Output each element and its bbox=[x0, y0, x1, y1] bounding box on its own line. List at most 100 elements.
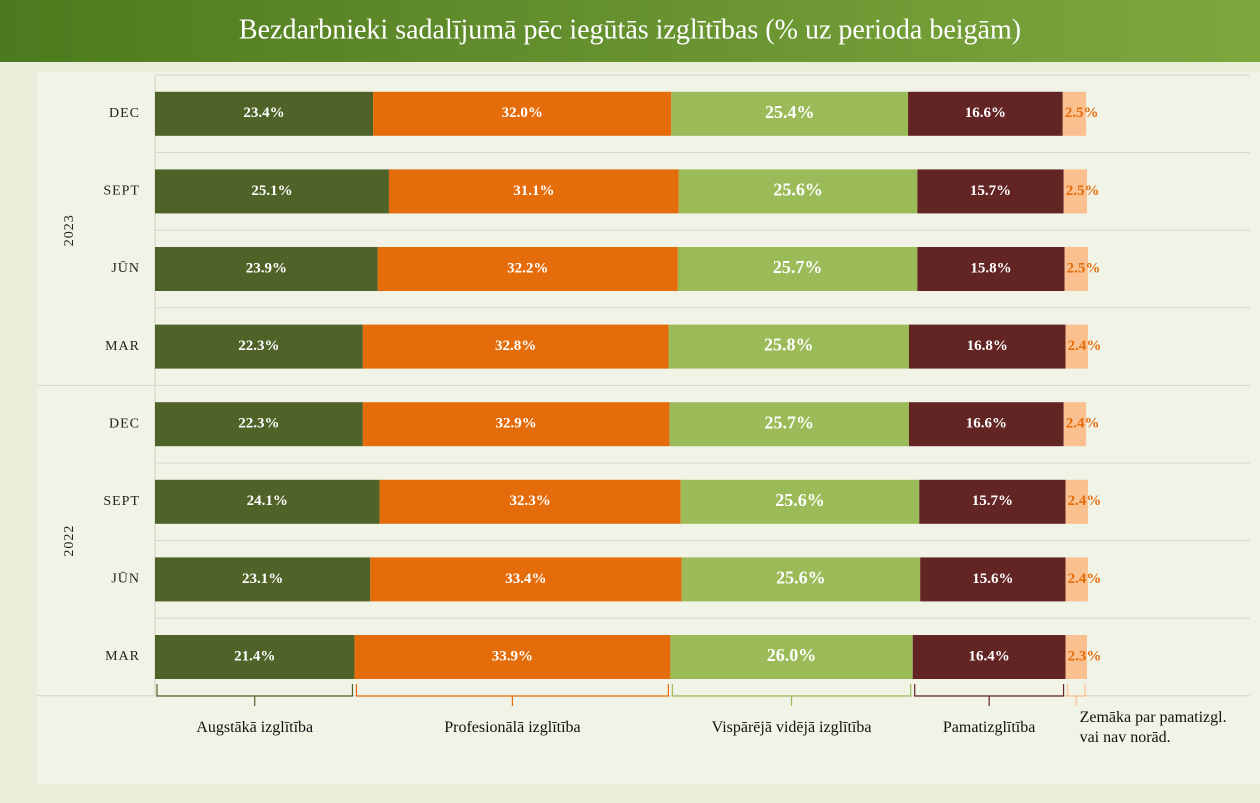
bar-segment bbox=[362, 402, 670, 447]
data-label: 25.7% bbox=[764, 412, 814, 432]
bar-segment bbox=[379, 479, 681, 524]
y-tick-label: DEC bbox=[109, 106, 140, 121]
y-tick-label: SEPT bbox=[103, 184, 140, 199]
bar-segment bbox=[912, 635, 1066, 679]
bar-segment bbox=[917, 247, 1065, 291]
bar-segment bbox=[668, 324, 909, 369]
data-label: 24.1% bbox=[247, 493, 288, 509]
data-label: 21.4% bbox=[234, 648, 275, 664]
bar-segment bbox=[1065, 479, 1088, 524]
bar-segment bbox=[908, 402, 1064, 447]
legend-bracket bbox=[914, 684, 1065, 706]
data-label: 33.4% bbox=[505, 571, 546, 587]
bar-segment bbox=[155, 91, 374, 136]
data-label: 22.3% bbox=[238, 338, 279, 354]
bar-segment bbox=[370, 557, 682, 602]
bar-segment bbox=[155, 479, 380, 524]
bar-segment bbox=[1064, 247, 1088, 291]
bar-segment bbox=[1065, 557, 1088, 602]
bar-segment bbox=[680, 479, 920, 524]
data-label: 25.6% bbox=[773, 180, 823, 200]
data-label: 15.7% bbox=[970, 183, 1011, 199]
data-label: 25.7% bbox=[773, 257, 823, 277]
bar-segment bbox=[669, 402, 909, 447]
data-label: 16.8% bbox=[967, 338, 1008, 354]
data-label: 25.6% bbox=[776, 568, 826, 588]
data-label: 16.4% bbox=[969, 648, 1010, 664]
bar-segment bbox=[1063, 169, 1087, 214]
data-label: 2.4% bbox=[1068, 338, 1102, 354]
y-tick-label: MAR bbox=[105, 649, 140, 664]
legend-label: Augstākā izglītība bbox=[196, 719, 314, 736]
legend-label: Zemāka par pamatizgl. vai nav norād. bbox=[1079, 709, 1227, 746]
data-label: 23.1% bbox=[242, 571, 283, 587]
bar-segment bbox=[155, 557, 371, 602]
y-tick-label: MAR bbox=[105, 339, 140, 354]
data-label: 16.6% bbox=[966, 416, 1007, 432]
bar-segment bbox=[354, 635, 671, 679]
bar-segment bbox=[155, 324, 363, 369]
bar-segment bbox=[677, 247, 918, 291]
data-label: 2.3% bbox=[1068, 648, 1102, 664]
data-label: 15.8% bbox=[970, 260, 1011, 276]
bar-segment bbox=[908, 91, 1063, 136]
legend-bracket bbox=[156, 684, 354, 706]
data-label: 22.3% bbox=[238, 416, 279, 432]
data-label: 33.9% bbox=[492, 648, 533, 664]
data-label: 2.5% bbox=[1065, 105, 1099, 121]
data-label: 32.2% bbox=[507, 260, 548, 276]
group-label: 2023 bbox=[62, 214, 77, 246]
data-label: 2.5% bbox=[1067, 260, 1101, 276]
bar-segment bbox=[155, 169, 389, 214]
bar-segment bbox=[1062, 91, 1087, 136]
bar-segment bbox=[155, 402, 363, 447]
data-label: 2.4% bbox=[1068, 571, 1102, 587]
data-label: 32.8% bbox=[495, 338, 536, 354]
bar-segment bbox=[1065, 324, 1088, 369]
bar-segment bbox=[670, 635, 913, 679]
data-label: 25.8% bbox=[764, 335, 814, 355]
data-label: 32.3% bbox=[510, 493, 551, 509]
bar-segment bbox=[919, 479, 1066, 524]
bar-segment bbox=[373, 91, 672, 136]
legend-bracket bbox=[1066, 684, 1086, 706]
data-label: 25.4% bbox=[765, 102, 815, 122]
legend-bracket bbox=[355, 684, 669, 706]
legend-bracket bbox=[671, 684, 912, 706]
bar-segment bbox=[388, 169, 679, 214]
legend-label: Profesionālā izglītība bbox=[444, 719, 581, 736]
data-label: 2.5% bbox=[1066, 183, 1100, 199]
data-label: 15.6% bbox=[972, 571, 1013, 587]
group-label: 2022 bbox=[62, 525, 77, 557]
legend-label: Pamatizglītība bbox=[942, 719, 1036, 736]
data-label: 2.4% bbox=[1066, 416, 1100, 432]
bar-segment bbox=[920, 557, 1066, 602]
data-label: 23.4% bbox=[243, 105, 284, 121]
data-label: 2.4% bbox=[1068, 493, 1102, 509]
bar-segment bbox=[671, 91, 909, 136]
bar-segment bbox=[1065, 635, 1087, 679]
data-label: 25.6% bbox=[775, 490, 825, 510]
bar-segment bbox=[678, 169, 918, 214]
bar-segment bbox=[917, 169, 1064, 214]
data-label: 31.1% bbox=[513, 183, 554, 199]
data-label: 16.6% bbox=[965, 105, 1006, 121]
y-tick-label: SEPT bbox=[103, 494, 140, 509]
data-label: 23.9% bbox=[246, 260, 287, 276]
y-tick-label: DEC bbox=[109, 416, 140, 431]
bar-segment bbox=[908, 324, 1066, 369]
bar-segment bbox=[377, 247, 678, 291]
data-label: 15.7% bbox=[972, 493, 1013, 509]
bar-segment bbox=[681, 557, 921, 602]
bar-segment bbox=[155, 247, 378, 291]
y-tick-label: JŪN bbox=[111, 260, 140, 276]
data-label: 32.0% bbox=[502, 105, 543, 121]
title-banner bbox=[0, 0, 1260, 62]
bar-segment bbox=[155, 635, 355, 679]
y-tick-label: JŪN bbox=[111, 571, 140, 587]
legend-label: Vispārējā vidējā izglītība bbox=[711, 719, 872, 736]
chart-title: Bezdarbnieki sadalījumā pēc iegūtās izgl… bbox=[239, 14, 1021, 45]
bar-segment bbox=[1063, 402, 1087, 447]
